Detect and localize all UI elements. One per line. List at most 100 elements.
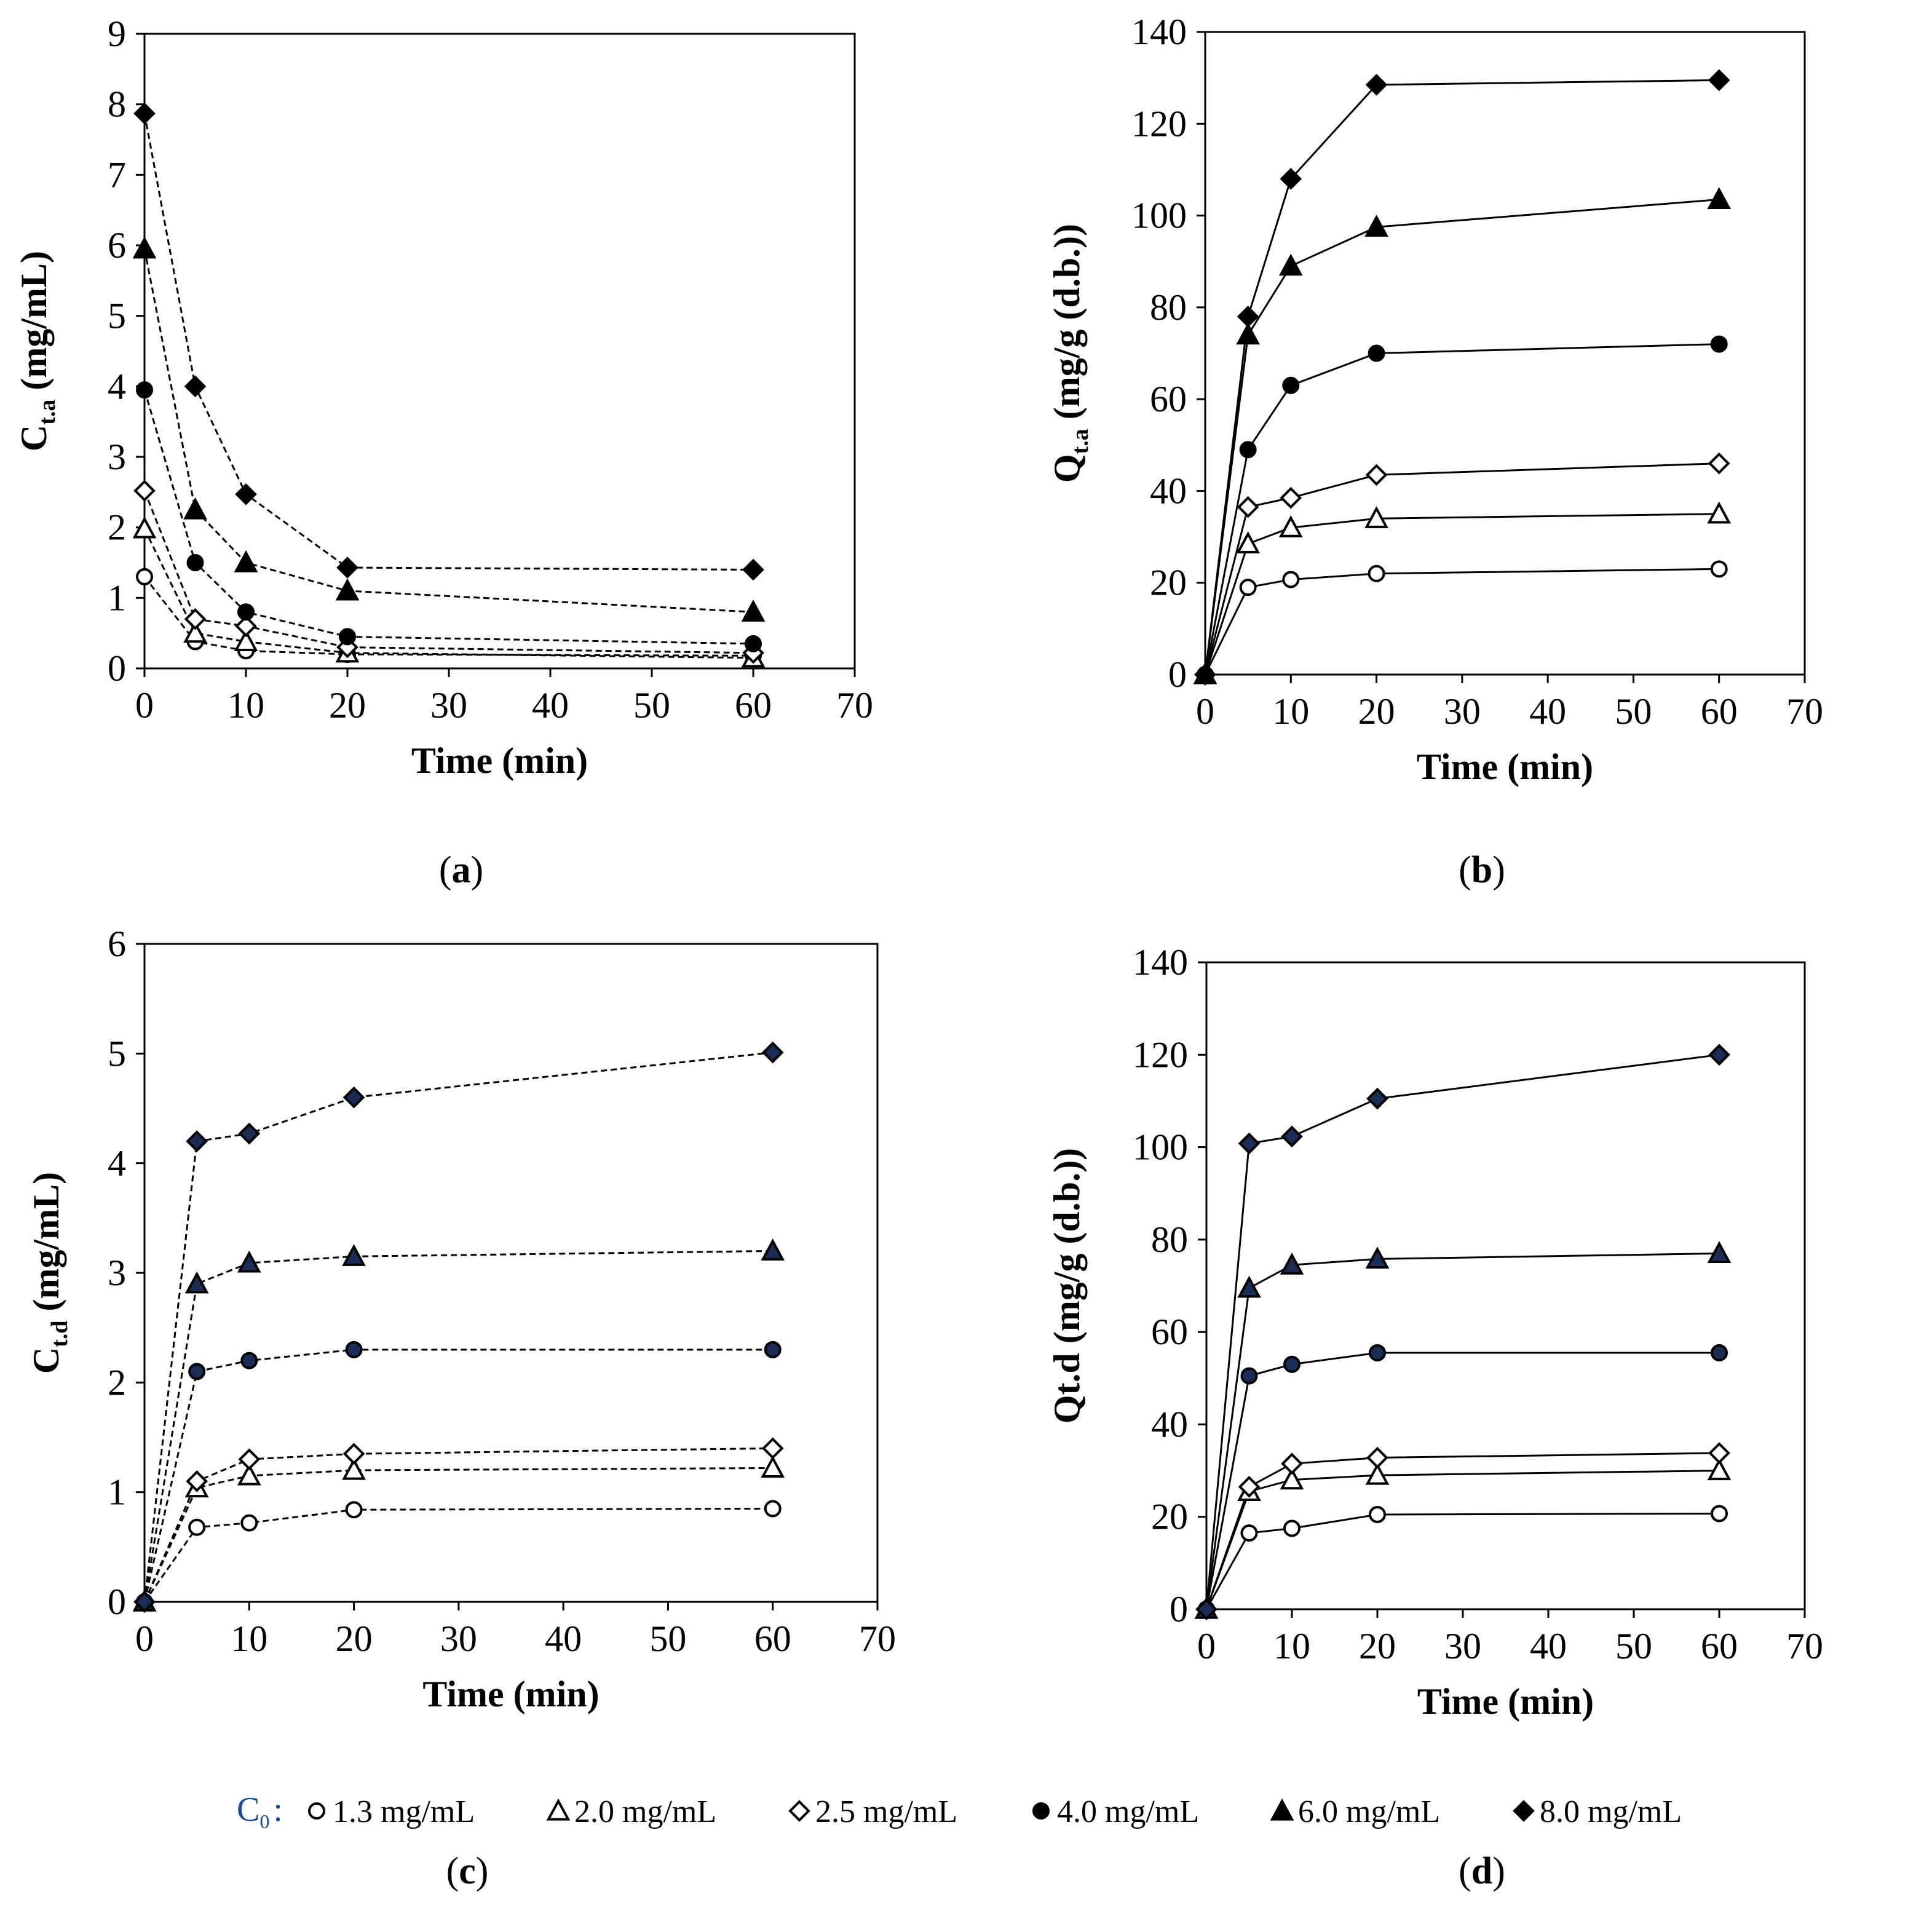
plot-frame (143, 33, 856, 670)
legend-c0-letter: C (237, 1791, 259, 1829)
data-point-circle-open (1283, 1519, 1301, 1537)
data-point-circle-filled (1368, 344, 1385, 362)
panel-label-letter: b (1471, 849, 1492, 891)
y-axis-label-main: Qt.d (mg/g (d.b.)) (1047, 1148, 1087, 1424)
data-point-diamond-filled (1194, 663, 1216, 686)
data-point-triangle-open (1707, 1458, 1732, 1481)
data-point-diamond-filled (235, 483, 257, 505)
y-tick-label: 60 (1150, 379, 1187, 419)
data-point-triangle-open (342, 1457, 366, 1480)
y-tick-label: 4 (108, 366, 126, 406)
x-axis-label: Time (min) (422, 1674, 599, 1714)
x-tick-label: 0 (135, 685, 154, 726)
data-point-diamond-filled (1238, 1132, 1261, 1155)
data-point-diamond-filled (1281, 1125, 1303, 1148)
data-point-circle-filled (237, 603, 255, 621)
chart-panel-a: 0 10 20 30 40 50 60 70 0 1 2 3 4 5 6 7 8 9 Time (min) Ct.a … (14, 14, 873, 891)
data-point-circle-open (1240, 1524, 1258, 1542)
x-axis-label: Time (min) (411, 740, 588, 781)
data-point-triangle-open (234, 629, 258, 652)
data-point-triangle-filled (237, 1250, 261, 1273)
y-tick-label: 9 (108, 14, 126, 54)
data-point-circle-open (1239, 579, 1257, 596)
data-point-diamond-open (184, 608, 207, 630)
legend-marker-circle-open (308, 1802, 325, 1820)
x-tick-label: 60 (735, 685, 772, 726)
y-tick-label: 100 (1133, 1127, 1188, 1168)
y-tick-label: 80 (1150, 287, 1187, 328)
x-tick-label: 60 (754, 1618, 791, 1659)
data-point-diamond-filled (336, 556, 358, 579)
data-point-triangle-open (132, 516, 157, 539)
data-point-triangle-open (1707, 501, 1732, 524)
panel-label-close-paren: ) (476, 1850, 489, 1892)
y-tick-label: 8 (108, 84, 126, 125)
y-tick-label: 7 (108, 154, 126, 195)
x-tick-label: 10 (1273, 1626, 1310, 1666)
x-axis-label: Time (min) (1417, 747, 1593, 787)
data-point-diamond-open (761, 1437, 784, 1460)
data-point-diamond-open (1237, 496, 1259, 518)
x-tick-label: 40 (1530, 1626, 1567, 1666)
series-line-4-0-mg-ml (1205, 1352, 1719, 1610)
legend-marker-diamond-filled (1513, 1800, 1535, 1822)
data-point-circle-filled (186, 554, 204, 571)
series-line-6-0-mg-ml (143, 1250, 773, 1602)
series-line-1-3-mg-ml (1204, 568, 1719, 675)
data-point-triangle-filled (741, 600, 766, 622)
x-tick-label: 30 (1444, 691, 1481, 732)
y-tick-label: 20 (1150, 563, 1187, 603)
x-tick-label: 50 (633, 685, 670, 726)
data-point-circle-filled (136, 381, 153, 399)
data-point-diamond-open (133, 480, 156, 502)
y-tick-label: 0 (1170, 1589, 1188, 1630)
data-point-triangle-open (1278, 515, 1303, 537)
data-point-diamond-filled (1280, 168, 1302, 190)
y-axis-label: Qt.d (mg/g (d.b.)) (1047, 1148, 1087, 1424)
data-point-diamond-filled (742, 558, 764, 581)
x-tick-label: 50 (649, 1618, 686, 1659)
data-point-triangle-filled (183, 497, 207, 520)
data-point-triangle-open (1280, 1467, 1304, 1490)
series-line-6-0-mg-ml (143, 248, 754, 613)
y-tick-label: 3 (108, 437, 126, 477)
data-point-diamond-filled (1708, 1044, 1730, 1066)
y-tick-label: 120 (1131, 103, 1187, 144)
series-line-2-5-mg-ml (1205, 1452, 1720, 1610)
series-line-2-5-mg-ml (1204, 462, 1719, 675)
data-point-diamond-open (1708, 452, 1730, 475)
y-axis-label-unit: (mg/mL) (14, 251, 54, 400)
series-line-1-3-mg-ml (143, 576, 754, 657)
y-tick-label: 3 (108, 1253, 126, 1293)
data-point-triangle-filled (1278, 253, 1303, 276)
x-tick-label: 20 (1359, 1626, 1396, 1666)
x-tick-label: 10 (1272, 691, 1309, 732)
data-point-diamond-open (186, 1470, 208, 1492)
x-tick-label: 0 (135, 1618, 154, 1659)
y-tick-label: 0 (1168, 654, 1187, 695)
y-tick-label: 2 (108, 507, 126, 548)
y-axis-label: Ct.a (mg/mL) (14, 251, 60, 451)
data-point-triangle-open (237, 1463, 261, 1486)
data-point-triangle-open (1364, 506, 1388, 528)
series-line-2-0-mg-ml (1205, 1470, 1720, 1610)
data-point-triangle-open (761, 1456, 785, 1478)
x-tick-label: 0 (1196, 691, 1214, 732)
data-point-circle-open (240, 1514, 258, 1532)
y-tick-label: 80 (1151, 1219, 1188, 1260)
series-line-2-0-mg-ml (143, 1467, 773, 1602)
x-tick-label: 10 (231, 1618, 267, 1659)
data-point-triangle-filled (1707, 1241, 1732, 1263)
data-point-diamond-filled (1366, 1087, 1388, 1110)
series-line-4-0-mg-ml (1204, 343, 1719, 675)
y-axis-label: Ct.d (mg/mL) (26, 1172, 73, 1374)
data-point-circle-filled (1369, 1344, 1386, 1361)
data-point-circle-open (1711, 1505, 1728, 1523)
x-tick-label: 30 (1444, 1626, 1481, 1666)
y-axis-label-main: C (14, 425, 54, 451)
panel-label-letter: c (459, 1850, 476, 1892)
series-line-6-0-mg-ml (1205, 1252, 1720, 1610)
data-point-diamond-open (1708, 1442, 1730, 1464)
data-point-triangle-open (1365, 1462, 1390, 1485)
data-point-diamond-open (1238, 1476, 1261, 1498)
